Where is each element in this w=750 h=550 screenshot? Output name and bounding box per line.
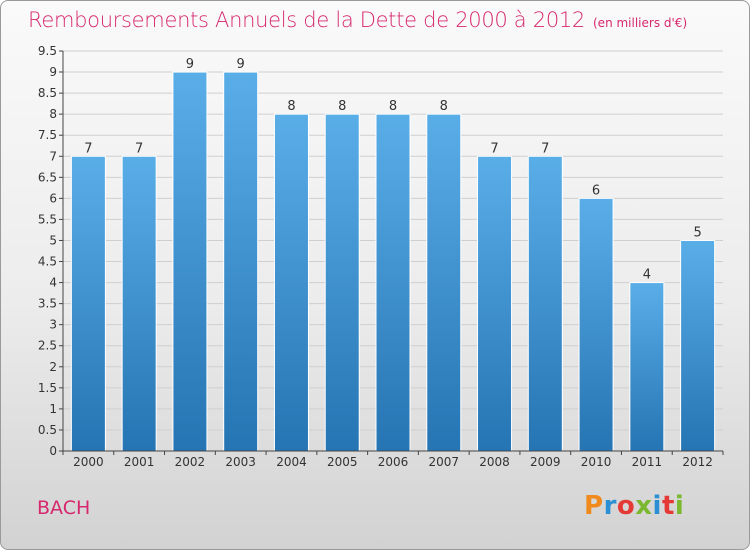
x-tick-label: 2002 <box>175 455 206 469</box>
bar-2010 <box>578 197 614 452</box>
y-tick-label: 7.5 <box>38 128 57 142</box>
y-tick-label: 5 <box>49 233 57 247</box>
data-label: 5 <box>693 225 701 240</box>
proxiti-logo: Proxiti <box>584 491 684 521</box>
x-tick-label: 2012 <box>682 455 713 469</box>
bars <box>70 71 716 452</box>
y-tick-label: 6.5 <box>38 170 57 184</box>
bar-2002 <box>172 71 208 452</box>
commune-name: BACH <box>37 497 91 519</box>
x-tick-label: 2003 <box>225 455 256 469</box>
x-tick-label: 2004 <box>276 455 307 469</box>
labels: 0 0.5 1 1.5 2 2.5 3 3.5 4 4.5 5 5.5 6 6.5 7 7.5 8 8.5 9 9.5… <box>38 44 713 469</box>
y-tick-label: 5.5 <box>38 212 57 226</box>
logo-letter: i <box>674 491 685 521</box>
data-label: 8 <box>389 99 397 114</box>
bar-2012 <box>680 239 716 452</box>
y-tick-label: 1 <box>49 402 57 416</box>
data-label: 9 <box>186 57 194 72</box>
x-tick-label: 2011 <box>632 455 663 469</box>
bar-2003 <box>223 71 259 452</box>
bar-2011 <box>629 282 665 452</box>
y-tick-label: 3.5 <box>38 297 57 311</box>
logo-letter: i <box>652 491 662 521</box>
data-label: 8 <box>287 99 295 114</box>
data-label: 7 <box>490 141 498 156</box>
y-tick-label: 0.5 <box>38 423 57 437</box>
title-row: Remboursements Annuels de la Dette de 20… <box>28 8 687 32</box>
logo-letter: t <box>661 491 675 521</box>
logo-letter: P <box>584 491 604 521</box>
x-tick-label: 2006 <box>378 455 409 469</box>
y-tick-label: 2 <box>49 360 57 374</box>
data-label: 9 <box>237 57 245 72</box>
bar-2008 <box>477 155 513 452</box>
data-label: 8 <box>338 99 346 114</box>
x-tick-label: 2005 <box>327 455 358 469</box>
x-tick-label: 2008 <box>479 455 510 469</box>
bar-2006 <box>375 113 411 452</box>
y-tick-label: 6 <box>49 191 57 205</box>
logo-letter: x <box>635 491 653 521</box>
logo-letter: o <box>616 491 636 521</box>
y-tick-label: 8.5 <box>38 86 57 100</box>
data-label: 7 <box>84 141 92 156</box>
data-label: 4 <box>643 268 651 283</box>
y-tick-label: 9.5 <box>38 44 57 58</box>
data-label: 7 <box>135 141 143 156</box>
y-tick-label: 0 <box>49 444 57 458</box>
logo-letter: r <box>603 491 617 521</box>
axes <box>59 50 724 455</box>
x-tick-label: 2007 <box>428 455 459 469</box>
y-tick-label: 8 <box>49 107 57 121</box>
chart-title: Remboursements Annuels de la Dette de 20… <box>28 8 585 32</box>
bar-2007 <box>426 113 462 452</box>
x-tick-label: 2001 <box>124 455 155 469</box>
y-tick-label: 9 <box>49 65 57 79</box>
data-label: 8 <box>440 99 448 114</box>
bar-2009 <box>527 155 563 452</box>
y-tick-label: 2.5 <box>38 339 57 353</box>
y-tick-label: 1.5 <box>38 381 57 395</box>
bar-2001 <box>121 155 157 452</box>
x-tick-label: 2010 <box>581 455 612 469</box>
bar-2000 <box>70 155 106 452</box>
y-tick-label: 3 <box>49 318 57 332</box>
data-label: 7 <box>541 141 549 156</box>
y-tick-label: 4.5 <box>38 255 57 269</box>
x-tick-label: 2000 <box>73 455 104 469</box>
y-tick-label: 4 <box>49 276 57 290</box>
chart-subtitle: (en milliers d'€) <box>593 16 688 30</box>
y-tick-label: 7 <box>49 149 57 163</box>
bar-2004 <box>273 113 309 452</box>
x-tick-label: 2009 <box>530 455 561 469</box>
bar-2005 <box>324 113 360 452</box>
data-label: 6 <box>592 183 600 198</box>
